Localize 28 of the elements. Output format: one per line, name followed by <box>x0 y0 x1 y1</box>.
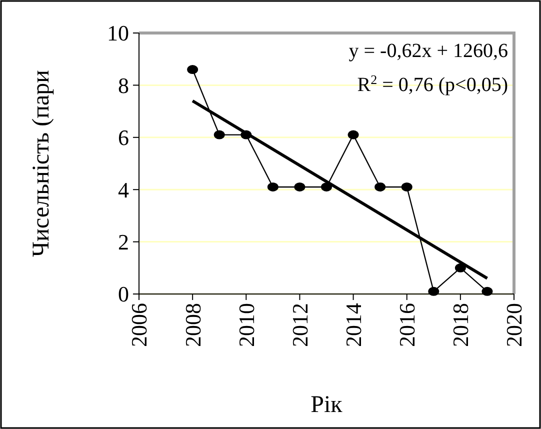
point <box>348 130 359 140</box>
y-tick-label: 2 <box>118 230 129 254</box>
point <box>214 130 225 140</box>
x-tick-label: 2018 <box>448 303 474 347</box>
annotation: R$^{2}$ = 0,76 (p<0,05) <box>357 72 508 96</box>
point <box>428 286 440 296</box>
x-tick-label: 2014 <box>340 303 366 347</box>
point <box>267 182 278 192</box>
point <box>482 286 493 296</box>
point <box>454 263 466 272</box>
y-tick-label: 6 <box>118 125 129 150</box>
point <box>374 182 386 192</box>
annotation: y = -0,62x + 1260,6 <box>348 40 508 62</box>
x-tick-label: 2016 <box>394 303 420 347</box>
x-axis-title: Рік <box>310 392 343 418</box>
point <box>187 65 198 74</box>
y-tick-label: 0 <box>118 282 129 307</box>
x-tick-label: 2020 <box>502 303 527 347</box>
x-tick-label: 2008 <box>180 303 206 347</box>
y-axis-title: Чисельність (пари <box>28 70 54 257</box>
x-tick-label: 2012 <box>287 303 312 347</box>
x-tick-label: 2006 <box>126 303 152 347</box>
point <box>294 182 306 192</box>
y-tick-label: 10 <box>107 20 129 46</box>
x-tick-label: 2010 <box>234 303 259 347</box>
y-tick-label: 8 <box>118 72 129 98</box>
point <box>401 182 412 192</box>
y-tick-label: 4 <box>118 177 129 202</box>
